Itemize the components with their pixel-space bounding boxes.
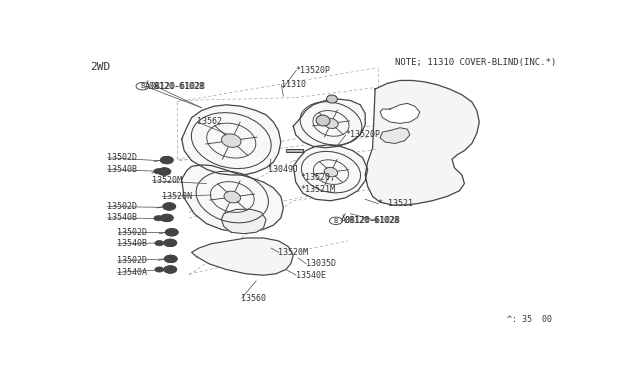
Polygon shape — [293, 145, 367, 201]
Text: 13520N: 13520N — [162, 192, 192, 201]
Text: 13502D: 13502D — [117, 228, 147, 237]
Text: * 13521: * 13521 — [378, 199, 413, 208]
Ellipse shape — [224, 191, 241, 203]
Text: ^: 35  00: ^: 35 00 — [507, 315, 552, 324]
Polygon shape — [221, 209, 266, 234]
Polygon shape — [182, 105, 281, 175]
Text: 08120-61028: 08120-61028 — [150, 82, 205, 91]
Text: 13035D: 13035D — [306, 259, 336, 268]
Text: Â08120-61028: Â08120-61028 — [340, 216, 401, 225]
Polygon shape — [191, 238, 293, 275]
Text: 13502D: 13502D — [108, 202, 138, 211]
Text: Â08120-61028: Â08120-61028 — [145, 82, 205, 91]
Bar — [286, 149, 303, 152]
Circle shape — [155, 241, 164, 246]
Text: *13521M: *13521M — [301, 185, 336, 194]
Polygon shape — [182, 165, 284, 232]
Ellipse shape — [221, 134, 241, 147]
Text: NOTE; 11310 COVER-BLIND(INC.*): NOTE; 11310 COVER-BLIND(INC.*) — [395, 58, 556, 67]
Text: 13520M: 13520M — [278, 248, 308, 257]
Text: 13502D: 13502D — [108, 153, 138, 162]
Circle shape — [155, 267, 164, 272]
Text: 13540B: 13540B — [108, 214, 138, 222]
Ellipse shape — [324, 167, 338, 177]
Polygon shape — [380, 128, 410, 144]
Text: *13520P: *13520P — [346, 130, 380, 140]
Circle shape — [154, 216, 163, 221]
Ellipse shape — [326, 95, 337, 103]
Text: 11310: 11310 — [281, 80, 306, 89]
Text: 13562: 13562 — [196, 118, 221, 126]
Circle shape — [164, 266, 177, 273]
Circle shape — [158, 168, 171, 175]
Text: 08120-61028: 08120-61028 — [344, 216, 399, 225]
Text: 13560: 13560 — [241, 294, 266, 303]
Text: B: B — [334, 218, 338, 224]
Circle shape — [161, 214, 173, 222]
Polygon shape — [380, 103, 420, 124]
Text: *13520P: *13520P — [296, 66, 331, 75]
Text: 2WD: 2WD — [90, 62, 110, 72]
Text: *13520,: *13520, — [301, 173, 336, 182]
Text: 13540A: 13540A — [117, 268, 147, 277]
Text: 13540B: 13540B — [108, 165, 138, 174]
Circle shape — [154, 169, 163, 174]
Text: 13502D: 13502D — [117, 256, 147, 265]
Text: 13049J: 13049J — [269, 165, 298, 174]
Circle shape — [165, 228, 178, 236]
Circle shape — [164, 239, 177, 247]
Polygon shape — [365, 80, 479, 205]
Ellipse shape — [324, 118, 338, 128]
Text: 13520M: 13520M — [152, 176, 182, 185]
Text: B: B — [140, 83, 145, 89]
Text: 13540E: 13540E — [296, 271, 326, 280]
Circle shape — [164, 255, 177, 263]
Circle shape — [161, 156, 173, 164]
Ellipse shape — [316, 115, 330, 126]
Circle shape — [163, 203, 176, 210]
Polygon shape — [293, 99, 365, 148]
Text: 13540B: 13540B — [117, 239, 147, 248]
